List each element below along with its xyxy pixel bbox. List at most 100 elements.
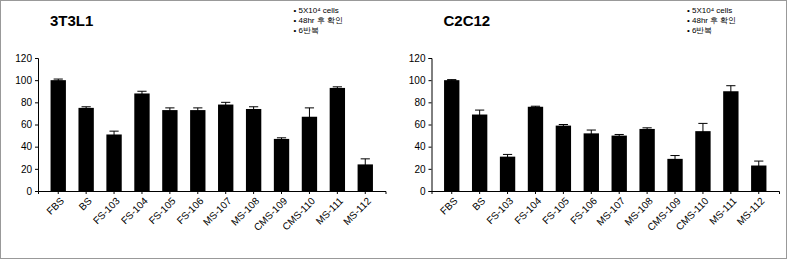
bar — [639, 129, 654, 191]
error-bar — [503, 154, 512, 158]
error-bar — [54, 79, 63, 81]
tick-mark — [479, 191, 480, 194]
x-axis: FBSBSFS-103FS-104FS-105FS-106MS-107MS-10… — [432, 191, 780, 233]
bar — [302, 117, 317, 191]
error-bar — [754, 161, 763, 170]
tick: BS — [77, 191, 94, 212]
bar — [723, 91, 738, 191]
y-axis: 020406080100120 — [15, 53, 38, 197]
tick-mark — [563, 191, 564, 194]
error-bar — [333, 87, 342, 89]
tick: FS-105 — [540, 191, 571, 226]
tick-label: MS-111 — [314, 195, 346, 227]
bar — [472, 115, 487, 191]
tick-mark — [169, 191, 170, 194]
error-bar — [670, 156, 679, 163]
tick-mark — [225, 191, 226, 194]
tick-mark — [337, 191, 338, 194]
tick: BS — [470, 191, 487, 212]
error-bar — [726, 86, 735, 97]
bar — [106, 134, 121, 191]
tick: 120 — [409, 53, 432, 64]
tick-label: CMS-110 — [674, 195, 711, 232]
tick-mark — [58, 191, 59, 194]
tick-label: 0 — [26, 186, 32, 197]
tick: FS-103 — [91, 191, 122, 226]
annotation: • 5X10⁴ cells — [687, 6, 732, 15]
tick-label: 20 — [414, 164, 426, 175]
tick-label: CMS-110 — [280, 195, 317, 232]
tick: 20 — [21, 164, 38, 175]
tick-mark — [309, 191, 310, 194]
tick-label: FS-105 — [540, 195, 571, 226]
tick-label: MS-111 — [707, 195, 739, 227]
tick-mark — [35, 102, 38, 103]
tick-mark — [35, 80, 38, 81]
tick: MS-112 — [735, 191, 767, 227]
tick: CMS-110 — [280, 191, 317, 232]
tick-mark — [281, 191, 282, 194]
error-bar — [643, 128, 652, 130]
tick-label: BS — [77, 195, 94, 212]
error-bar — [475, 110, 484, 119]
bar — [528, 107, 543, 191]
chart-title: C2C12 — [444, 12, 491, 29]
error-bar — [109, 131, 118, 138]
tick: MS-107 — [594, 191, 627, 228]
bar — [134, 93, 149, 191]
tick-label: MS-107 — [201, 195, 234, 228]
error-bar — [165, 108, 174, 112]
frame — [1, 1, 787, 259]
tick: 60 — [21, 119, 38, 130]
tick-mark — [114, 191, 115, 194]
tick-label: FBS — [44, 195, 66, 217]
tick-label: 100 — [15, 75, 32, 86]
tick: 80 — [414, 97, 431, 108]
tick-mark — [197, 191, 198, 194]
tick-mark — [535, 191, 536, 194]
tick-mark — [429, 147, 432, 148]
y-axis: 020406080100120 — [409, 53, 432, 197]
bar — [612, 136, 627, 191]
tick-mark — [253, 191, 254, 194]
tick-mark — [507, 191, 508, 194]
tick: 20 — [414, 164, 431, 175]
error-bar — [193, 108, 202, 112]
tick-label: MS-112 — [341, 195, 373, 227]
bar — [51, 80, 66, 191]
tick: 60 — [414, 119, 431, 130]
tick-mark — [451, 191, 452, 194]
tick-label: 120 — [15, 53, 32, 64]
tick: 40 — [21, 141, 38, 152]
tick-mark — [35, 169, 38, 170]
error-bar — [531, 106, 540, 107]
tick: MS-111 — [314, 191, 346, 227]
plot-area — [444, 80, 766, 191]
error-bar — [277, 138, 286, 140]
tick: MS-112 — [341, 191, 373, 227]
tick-label: FBS — [438, 195, 460, 217]
tick: MS-111 — [707, 191, 739, 227]
bar — [218, 105, 233, 191]
tick-label: 120 — [409, 53, 426, 64]
bar — [444, 80, 459, 191]
tick-mark — [429, 169, 432, 170]
tick-label: 100 — [409, 75, 426, 86]
tick: FBS — [44, 191, 66, 217]
tick-mark — [86, 191, 87, 194]
tick-label: FS-105 — [147, 195, 178, 226]
tick-mark — [365, 191, 366, 194]
axis-line — [432, 192, 780, 195]
annotation: • 6반복 — [294, 26, 319, 35]
tick-mark — [675, 191, 676, 194]
tick: CMS-110 — [674, 191, 711, 232]
error-bar — [698, 123, 707, 139]
annotation: • 6반복 — [687, 26, 712, 35]
bar — [78, 108, 93, 191]
error-bar — [137, 91, 146, 95]
tick: 40 — [414, 141, 431, 152]
tick-mark — [141, 191, 142, 194]
tick-mark — [647, 191, 648, 194]
tick-mark — [758, 191, 759, 194]
annotation: • 48hr 후 확인 — [687, 16, 736, 25]
